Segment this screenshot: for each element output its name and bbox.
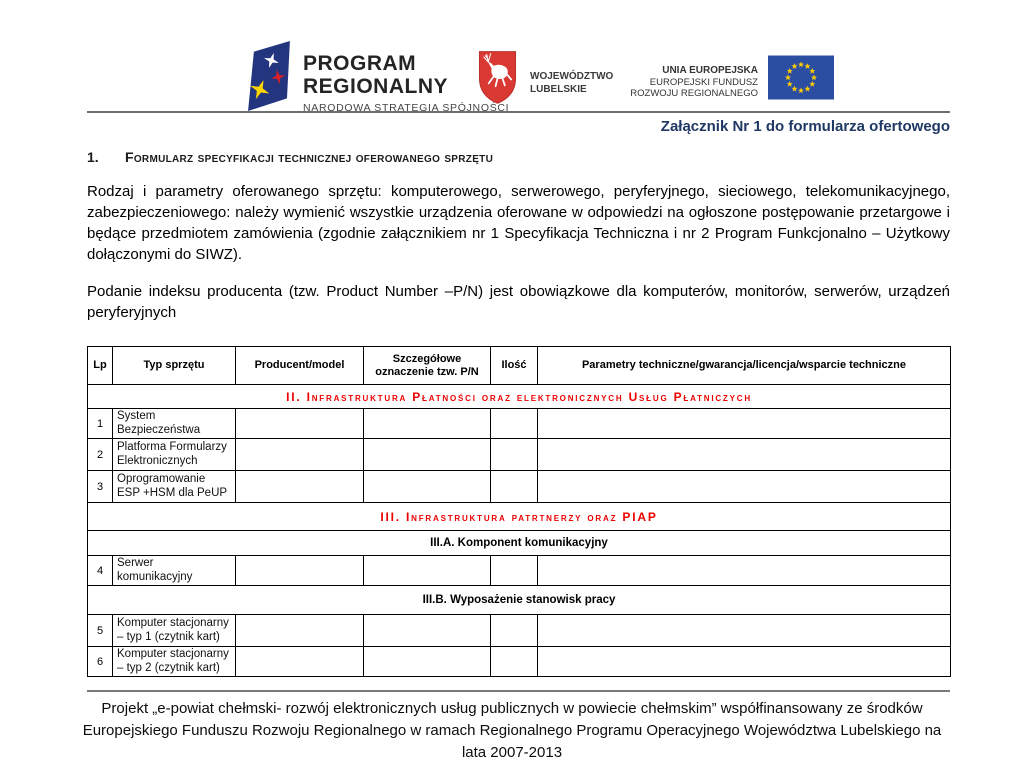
row-ilosc-cell: [490, 408, 538, 439]
attachment-label: Załącznik Nr 1 do formularza ofertowego: [660, 118, 950, 135]
row-parametry-cell: [537, 646, 951, 677]
section-heading: 1. Formularz specyfikacji technicznej ofe…: [87, 149, 950, 165]
nss-subtitle: NARODOWA STRATEGIA SPÓJNOŚCI: [303, 102, 510, 114]
document-content: Załącznik Nr 1 do formularza ofertowego …: [87, 118, 951, 677]
specification-table: Lp Typ sprzętu Producent/model Szczegóło…: [87, 346, 951, 677]
white-stag: [487, 61, 508, 79]
section-ii-title: II. Infrastruktura Płatności oraz elektr…: [87, 384, 951, 409]
row-lp: 5: [87, 614, 113, 647]
row-lp: 1: [87, 408, 113, 439]
row-ilosc-cell: [490, 470, 538, 503]
row-lp: 2: [87, 438, 113, 471]
eu-logo-text: UNIA EUROPEJSKA EUROPEJSKI FUNDUSZ ROZWO…: [608, 65, 758, 100]
row-ilosc-cell: [490, 438, 538, 471]
eu-flag-icon: [768, 55, 834, 100]
row-producent-cell: [235, 614, 364, 647]
row-name: Komputer stacjonarny – typ 1 (czytnik ka…: [112, 614, 236, 647]
row-parametry-cell: [537, 438, 951, 471]
row-name: System Bezpieczeństwa: [112, 408, 236, 439]
row-ilosc-cell: [490, 555, 538, 586]
lubelskie-coat-of-arms-icon: [478, 51, 517, 104]
row-ilosc-cell: [490, 614, 538, 647]
footer-project-note: Projekt „e-powiat chełmski- rozwój elekt…: [82, 700, 942, 761]
col-header-pn: Szczegółowe oznaczenie tzw. P/N: [363, 346, 491, 385]
table-row: 1 System Bezpieczeństwa: [87, 408, 951, 439]
section-row-iiia: III.A. Komponent komunikacyjny: [87, 530, 951, 556]
row-name: Serwer komunikacyjny: [112, 555, 236, 586]
col-header-producent: Producent/model: [235, 346, 364, 385]
row-producent-cell: [235, 646, 364, 677]
row-producent-cell: [235, 408, 364, 439]
logo-strip: PROGRAM REGIONALNY NARODOWA STRATEGIA SP…: [0, 0, 1024, 114]
heading-number: 1.: [87, 149, 99, 165]
wojewodztwo-lubelskie-logo: WOJEWÓDZTWO LUBELSKIE: [478, 50, 613, 105]
nss-title: PROGRAM REGIONALNY: [303, 52, 509, 98]
row-pn-cell: [363, 555, 491, 586]
row-lp: 6: [87, 646, 113, 677]
nss-title-line2: REGIONALNY: [303, 75, 449, 98]
row-lp: 4: [87, 555, 113, 586]
row-pn-cell: [363, 408, 491, 439]
paragraph-equipment-types: Rodzaj i parametry oferowanego sprzętu: …: [87, 183, 950, 263]
row-producent-cell: [235, 438, 364, 471]
lubelskie-line1: WOJEWÓDZTWO: [530, 71, 614, 82]
col-header-lp: Lp: [87, 346, 113, 385]
nss-logo-text: PROGRAM REGIONALNY NARODOWA STRATEGIA SP…: [303, 52, 509, 114]
row-parametry-cell: [537, 555, 951, 586]
eu-line1: UNIA EUROPEJSKA: [662, 65, 758, 76]
table-row: 2 Platforma Formularzy Elektronicznych: [87, 438, 951, 471]
section-row-iii: III. Infrastruktura patrtnerzy oraz PIAP: [87, 502, 951, 531]
footer-divider: [87, 690, 950, 692]
eu-line3: ROZWOJU REGIONALNEGO: [630, 88, 758, 99]
section-iii-title: III. Infrastruktura patrtnerzy oraz PIAP: [87, 502, 951, 531]
row-producent-cell: [235, 470, 364, 503]
table-row: 6 Komputer stacjonarny – typ 2 (czytnik …: [87, 646, 951, 677]
table-row: 3 Oprogramowanie ESP +HSM dla PeUP: [87, 470, 951, 503]
row-name: Oprogramowanie ESP +HSM dla PeUP: [112, 470, 236, 503]
row-pn-cell: [363, 438, 491, 471]
section-iiib-title: III.B. Wyposażenie stanowisk pracy: [87, 585, 951, 615]
row-parametry-cell: [537, 408, 951, 439]
row-pn-cell: [363, 470, 491, 503]
row-pn-cell: [363, 614, 491, 647]
nss-flag-icon: [248, 40, 290, 112]
row-lp: 3: [87, 470, 113, 503]
heading-title: Formularz specyfikacji technicznej ofero…: [125, 149, 494, 165]
program-regionalny-logo: PROGRAM REGIONALNY NARODOWA STRATEGIA SP…: [245, 40, 509, 114]
col-header-typ: Typ sprzętu: [112, 346, 236, 385]
row-name: Komputer stacjonarny – typ 2 (czytnik ka…: [112, 646, 236, 677]
row-parametry-cell: [537, 470, 951, 503]
eu-line2: EUROPEJSKI FUNDUSZ: [649, 76, 758, 88]
section-row-ii: II. Infrastruktura Płatności oraz elektr…: [87, 384, 951, 409]
table-header-row: Lp Typ sprzętu Producent/model Szczegóło…: [87, 346, 951, 385]
row-name: Platforma Formularzy Elektronicznych: [112, 438, 236, 471]
row-parametry-cell: [537, 614, 951, 647]
section-iiia-title: III.A. Komponent komunikacyjny: [87, 530, 951, 556]
header-divider: [87, 111, 950, 113]
paragraph-product-number: Podanie indeksu producenta (tzw. Product…: [87, 283, 950, 321]
col-header-parametry: Parametry techniczne/gwarancja/licencja/…: [537, 346, 951, 385]
table-row: 4 Serwer komunikacyjny: [87, 555, 951, 586]
row-producent-cell: [235, 555, 364, 586]
unia-europejska-logo: UNIA EUROPEJSKA EUROPEJSKI FUNDUSZ ROZWO…: [608, 55, 834, 100]
row-pn-cell: [363, 646, 491, 677]
col-header-ilosc: Ilość: [490, 346, 538, 385]
nss-title-line1: PROGRAM: [303, 52, 417, 75]
section-row-iiib: III.B. Wyposażenie stanowisk pracy: [87, 585, 951, 615]
table-row: 5 Komputer stacjonarny – typ 1 (czytnik …: [87, 614, 951, 647]
row-ilosc-cell: [490, 646, 538, 677]
lubelskie-logo-text: WOJEWÓDZTWO LUBELSKIE: [530, 70, 613, 105]
lubelskie-line2: LUBELSKIE: [530, 84, 587, 95]
